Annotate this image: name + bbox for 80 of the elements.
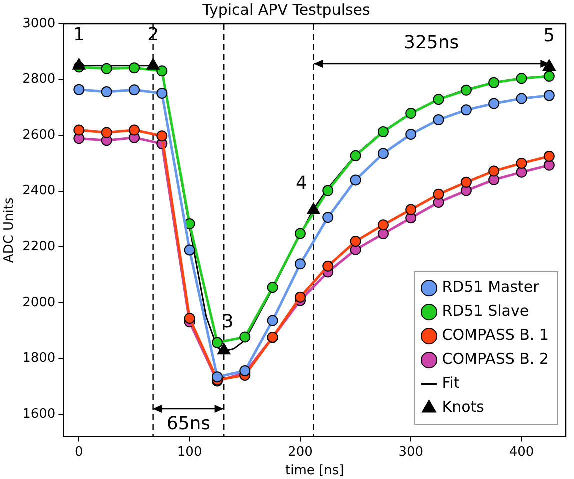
y-tick-label: 1800 [22,351,56,366]
point [378,220,389,231]
point [406,128,417,140]
point [544,160,555,171]
annotation: 3 [222,311,234,332]
point [156,88,168,99]
legend-label: Fit [442,374,460,392]
y-tick-label: 2000 [22,295,56,310]
point [516,158,528,169]
annotation: 65ns [166,413,211,434]
point [406,108,417,120]
point [212,372,223,383]
annotation: 4 [296,172,308,194]
point [350,150,362,162]
point [488,98,500,110]
point [128,84,140,96]
legend-label: Knots [442,398,485,416]
y-axis-title: ADC Units [2,198,18,264]
point [322,185,334,196]
point [488,77,500,88]
annotation: 5 [544,26,556,47]
y-tick-label: 2400 [22,184,56,199]
point [156,130,168,142]
point [74,124,85,136]
point [378,148,389,160]
point [322,260,334,272]
point [433,94,444,106]
point [406,204,417,216]
point [294,228,306,240]
point [240,332,251,343]
point [488,166,500,177]
point [294,292,306,303]
point [516,93,528,104]
y-tick-label: 3000 [22,16,56,32]
annotation: 1 [73,24,85,46]
y-tick-label: 2800 [22,72,56,88]
point [544,90,555,102]
legend-label: RD51 Slave [442,302,530,320]
y-tick-label: 2200 [22,240,56,255]
point [128,124,140,136]
x-axis-title: time [ns] [286,464,344,479]
x-tick-label: 0 [75,444,84,460]
point [544,70,555,82]
chart-title: Typical APV Testpulses [202,0,371,19]
point [350,236,362,248]
y-tick-label: 1600 [22,406,56,422]
point [516,73,528,84]
point [322,212,334,224]
point [460,84,472,96]
point [433,114,444,126]
point [128,62,140,74]
x-tick-label: 100 [177,444,202,460]
point [460,104,472,116]
point [101,86,112,98]
point [350,174,362,186]
point [267,282,278,294]
point [74,84,85,96]
legend-label: COMPASS B. 1 [442,326,550,344]
point [184,244,196,256]
point [378,126,389,138]
x-tick-label: 400 [509,444,534,460]
point [212,337,223,348]
point [184,313,196,324]
point [433,188,444,200]
point [544,150,555,162]
legend-label: RD51 Master [442,278,540,296]
point [156,66,168,77]
point [488,174,500,186]
point [101,127,112,138]
x-tick-label: 200 [288,444,313,460]
point [267,315,278,326]
point [294,258,306,270]
legend-label: COMPASS B. 2 [442,350,550,368]
point [460,176,472,188]
annotation: 325ns [404,32,460,54]
y-tick-label: 2600 [22,128,56,143]
x-tick-label: 300 [398,444,424,460]
point [101,63,112,74]
point [378,228,389,240]
point [516,166,528,178]
